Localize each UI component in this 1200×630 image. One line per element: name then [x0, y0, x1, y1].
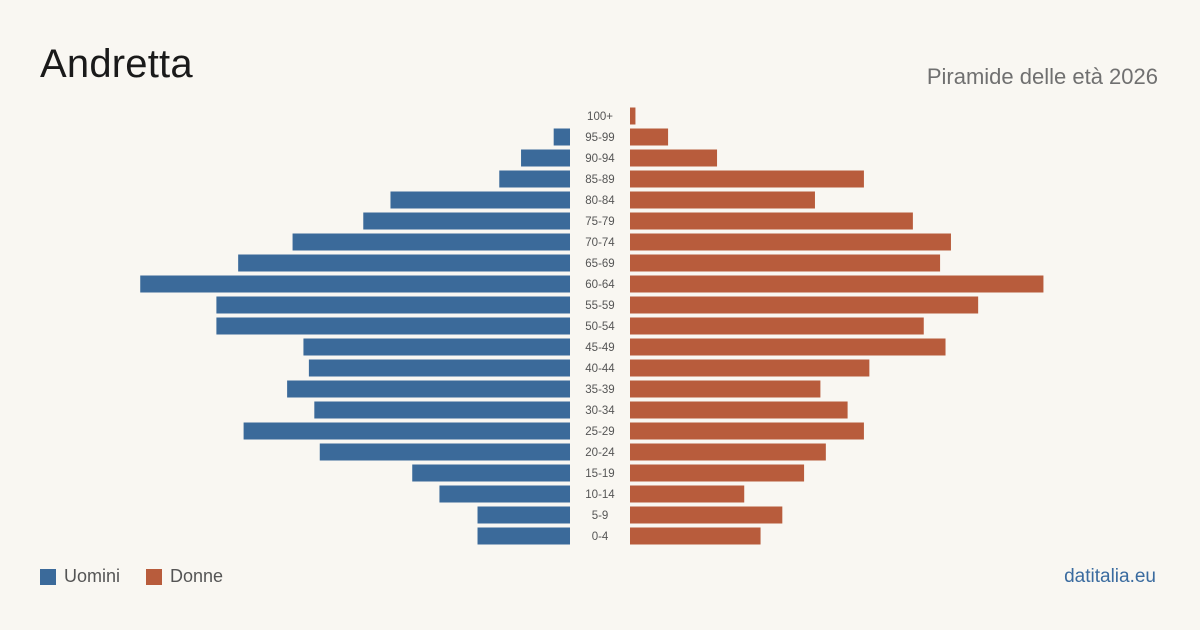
- legend: Uomini Donne: [40, 566, 223, 587]
- bar-women-25-29: [630, 422, 864, 440]
- age-label-55-59: 55-59: [585, 300, 614, 312]
- bar-women-50-54: [630, 317, 924, 335]
- bar-men-60-64: [140, 275, 571, 293]
- legend-swatch-men: [40, 568, 56, 585]
- bar-men-10-14: [439, 485, 570, 503]
- bar-women-10-14: [630, 485, 745, 503]
- legend-swatch-women: [146, 568, 163, 585]
- age-label-60-64: 60-64: [585, 279, 615, 291]
- bar-men-95-99: [553, 128, 570, 146]
- age-label-45-49: 45-49: [585, 342, 614, 354]
- bar-women-40-44: [630, 359, 870, 377]
- age-label-10-14: 10-14: [585, 489, 615, 501]
- bar-men-55-59: [216, 296, 570, 314]
- bar-men-75-79: [363, 212, 570, 230]
- bar-men-30-34: [314, 401, 570, 419]
- bar-women-35-39: [630, 380, 821, 398]
- bar-men-50-54: [216, 317, 570, 335]
- chart-title: Andretta: [40, 42, 193, 86]
- age-label-0-4: 0-4: [592, 531, 609, 543]
- age-label-90-94: 90-94: [585, 153, 615, 165]
- age-label-100+: 100+: [587, 111, 613, 123]
- age-label-30-34: 30-34: [585, 405, 615, 417]
- bar-men-85-89: [499, 170, 570, 188]
- bar-men-65-69: [238, 254, 570, 272]
- age-label-70-74: 70-74: [585, 237, 615, 249]
- bar-women-60-64: [630, 275, 1044, 293]
- bar-women-70-74: [630, 233, 951, 251]
- age-label-25-29: 25-29: [585, 426, 614, 438]
- age-label-65-69: 65-69: [585, 258, 614, 270]
- bar-men-70-74: [292, 233, 570, 251]
- bar-women-5-9: [630, 506, 783, 524]
- legend-label-men: Uomini: [64, 566, 121, 586]
- bar-women-20-24: [630, 443, 826, 461]
- age-label-50-54: 50-54: [585, 321, 615, 333]
- bar-men-80-84: [390, 191, 570, 209]
- bar-men-90-94: [521, 149, 570, 167]
- age-label-80-84: 80-84: [585, 195, 615, 207]
- bar-men-15-19: [412, 464, 570, 482]
- bar-men-40-44: [308, 359, 570, 377]
- age-label-95-99: 95-99: [585, 132, 614, 144]
- bar-women-95-99: [630, 128, 669, 146]
- bar-men-45-49: [303, 338, 570, 356]
- bar-women-75-79: [630, 212, 913, 230]
- bar-women-55-59: [630, 296, 979, 314]
- bar-women-0-4: [630, 527, 761, 545]
- age-label-35-39: 35-39: [585, 384, 614, 396]
- bar-women-100+: [630, 107, 636, 125]
- bar-women-15-19: [630, 464, 805, 482]
- bar-women-30-34: [630, 401, 848, 419]
- chart-subtitle: Piramide delle età 2026: [926, 64, 1158, 89]
- bar-women-85-89: [630, 170, 864, 188]
- age-label-75-79: 75-79: [585, 216, 614, 228]
- age-label-85-89: 85-89: [585, 174, 614, 186]
- bar-men-20-24: [319, 443, 570, 461]
- age-label-40-44: 40-44: [585, 363, 615, 375]
- bar-women-80-84: [630, 191, 815, 209]
- age-label-5-9: 5-9: [592, 510, 609, 522]
- bar-men-5-9: [477, 506, 570, 524]
- bar-women-65-69: [630, 254, 941, 272]
- legend-item-men: Uomini: [40, 566, 120, 587]
- bar-women-90-94: [630, 149, 718, 167]
- bar-women-45-49: [630, 338, 946, 356]
- bar-men-35-39: [287, 380, 570, 398]
- legend-label-women: Donne: [170, 566, 224, 586]
- age-label-20-24: 20-24: [585, 447, 615, 459]
- legend-item-women: Donne: [146, 566, 223, 587]
- source-link[interactable]: datitalia.eu: [1064, 566, 1156, 587]
- bar-men-25-29: [243, 422, 570, 440]
- age-label-15-19: 15-19: [585, 468, 614, 480]
- bar-men-0-4: [477, 527, 570, 545]
